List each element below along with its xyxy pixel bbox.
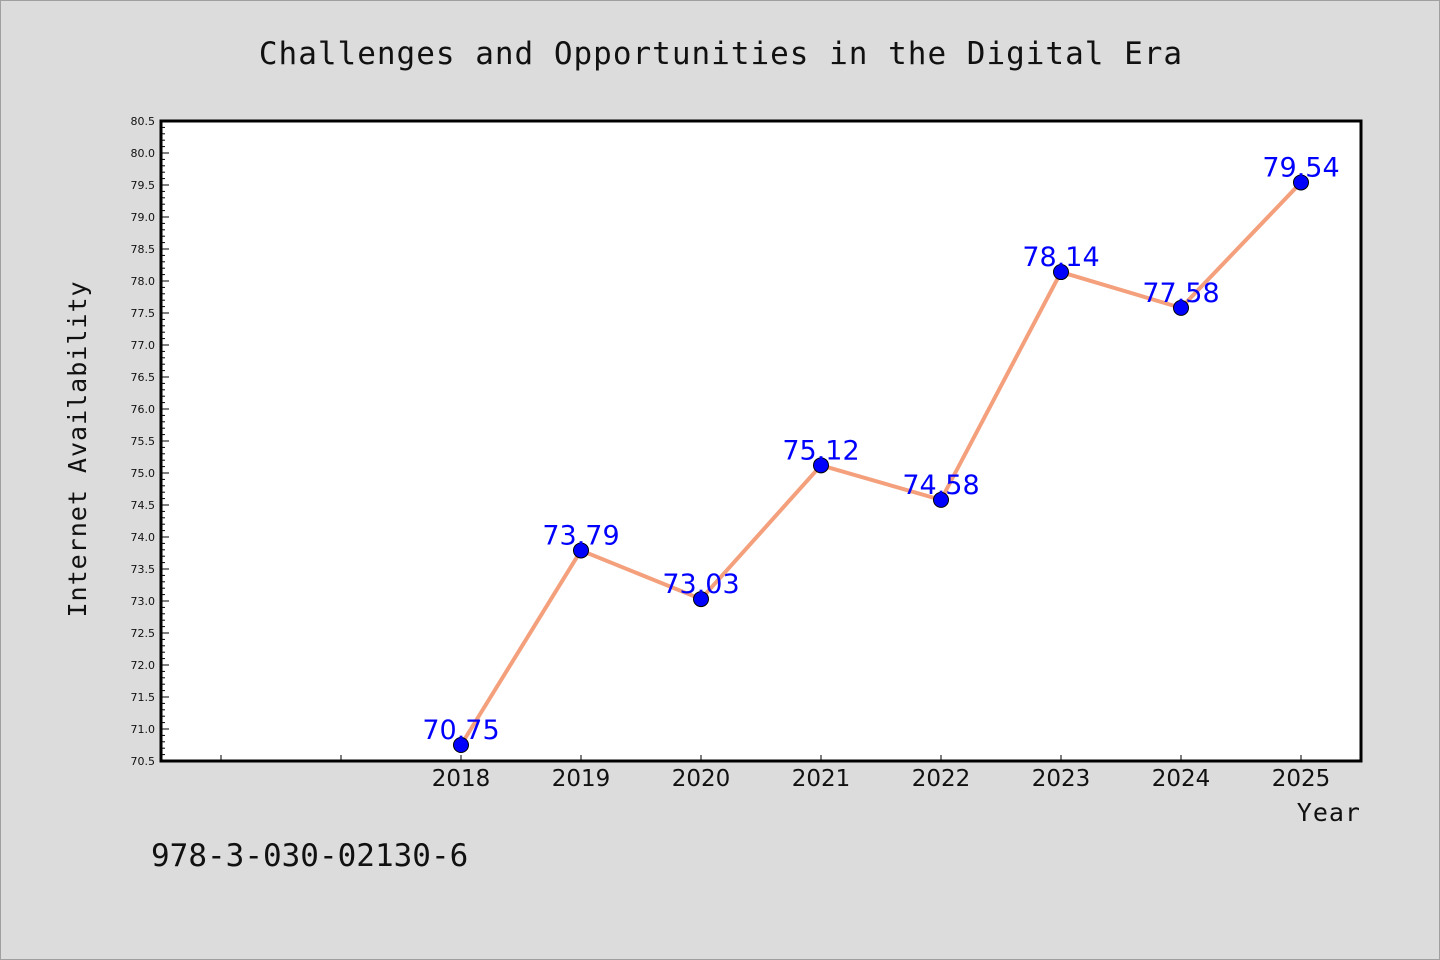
y-tick-label: 76.0: [131, 403, 156, 416]
series-line: [459, 181, 1303, 747]
x-tick-label: 2023: [1032, 766, 1091, 792]
data-label: 77.58: [1142, 278, 1219, 309]
data-point: [693, 591, 709, 608]
y-axis-title: Internet Availability: [63, 280, 92, 617]
y-tick-label: 75.0: [131, 467, 156, 480]
series-internet-availability: 70.75 73.79 73.03 75.12 74.58 78.14 77.58 79.54: [422, 152, 1340, 753]
y-tick-label: 75.5: [131, 435, 156, 448]
y-tick-label: 77.0: [131, 339, 156, 352]
y-tick-label: 80.0: [131, 147, 156, 160]
y-tick-label: 79.5: [131, 179, 156, 192]
y-tick-label: 73.5: [131, 563, 156, 576]
data-point: [1293, 174, 1309, 191]
data-label: 73.03: [662, 569, 739, 600]
y-tick-label: 73.0: [131, 595, 156, 608]
plot-area: [159, 119, 1363, 763]
x-axis: 2018 2019 2020 2021 2022 2023 2024 2025: [220, 755, 1331, 792]
data-point: [573, 542, 589, 559]
y-tick-label: 74.5: [131, 499, 156, 512]
data-label: 75.12: [782, 435, 859, 466]
x-tick-label: 2025: [1272, 766, 1331, 792]
y-tick-label: 72.5: [131, 627, 156, 640]
footnote-isbn: 978-3-030-02130-6: [151, 838, 468, 874]
data-point: [1173, 299, 1189, 316]
y-tick-label: 77.5: [131, 307, 156, 320]
x-tick-label: 2018: [432, 766, 491, 792]
y-tick-label: 70.5: [131, 755, 156, 768]
data-label: 74.58: [902, 470, 979, 501]
data-label: 70.75: [422, 715, 499, 746]
y-tick-label: 72.0: [131, 659, 156, 672]
data-point: [453, 737, 469, 753]
data-point: [1053, 264, 1069, 281]
y-tick-label: 78.5: [131, 243, 156, 256]
y-tick-label: 80.5: [131, 115, 156, 128]
data-point: [813, 457, 829, 474]
y-tick-label: 71.5: [131, 691, 156, 704]
data-label: 78.14: [1022, 242, 1099, 273]
y-tick-label: 74.0: [131, 531, 156, 544]
x-tick-label: 2020: [672, 766, 731, 792]
data-label: 79.54: [1262, 152, 1339, 183]
y-axis: 70.5 71.0 71.5 72.0 72.5 73.0 73.5 74.0 74.5 75.0…: [131, 115, 169, 768]
x-tick-label: 2021: [792, 766, 851, 792]
x-tick-label: 2024: [1152, 766, 1211, 792]
y-tick-label: 71.0: [131, 723, 156, 736]
x-axis-title: Year: [1297, 798, 1361, 827]
chart-title: Challenges and Opportunities in the Digi…: [259, 36, 1183, 72]
data-label: 73.79: [542, 520, 619, 551]
data-point: [933, 491, 949, 508]
y-tick-label: 76.5: [131, 371, 156, 384]
y-tick-label: 78.0: [131, 275, 156, 288]
x-tick-label: 2022: [912, 766, 971, 792]
y-tick-label: 79.0: [131, 211, 156, 224]
x-tick-label: 2019: [552, 766, 611, 792]
